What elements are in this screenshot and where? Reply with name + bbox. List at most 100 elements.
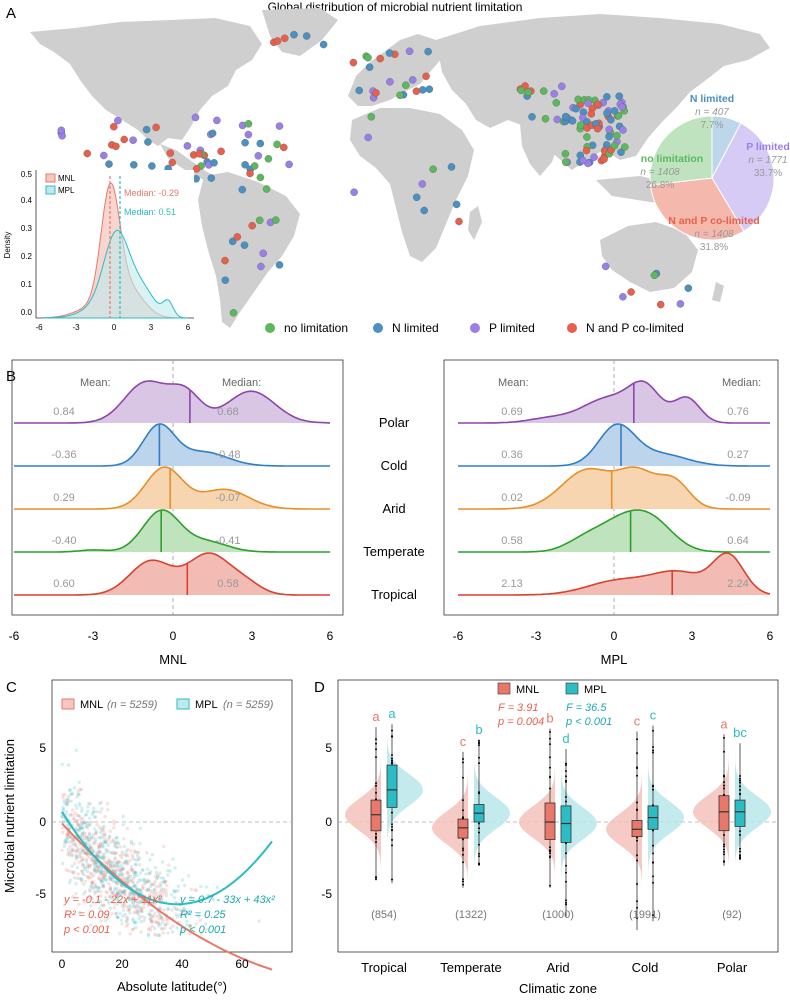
- pie-pct-np-colimited: 31.8%: [700, 242, 728, 253]
- scatter-point: [131, 897, 135, 901]
- map-point: [275, 261, 284, 269]
- scatter-point: [77, 792, 81, 797]
- ridge-line-tropical: [458, 552, 771, 596]
- scatter-point: [61, 826, 65, 830]
- scatter-point: [103, 870, 107, 875]
- scatter-point: [108, 865, 113, 870]
- map-point: [273, 140, 281, 149]
- scatter-point: [118, 845, 123, 849]
- scatter-point: [168, 926, 173, 930]
- map-point: [528, 113, 536, 121]
- scatter-point: [99, 827, 103, 831]
- scatter-point: [63, 793, 67, 797]
- sig-letter-mnl: a: [372, 709, 380, 724]
- scatter-point: [77, 847, 82, 851]
- box-outlier-mnl: [549, 787, 551, 790]
- scatter-point: [74, 882, 78, 886]
- scatter-point: [152, 883, 156, 887]
- map-point: [349, 58, 358, 67]
- scatter-point: [119, 883, 124, 888]
- scatter-point: [126, 922, 130, 926]
- scatter-point: [194, 888, 199, 893]
- scatter-xtick: 0: [59, 957, 66, 971]
- map-point: [241, 138, 249, 147]
- scatter-point: [153, 880, 157, 884]
- box-outlier-mnl: [723, 853, 725, 856]
- box-outlier-mnl: [462, 847, 464, 850]
- scatter-point: [146, 934, 151, 938]
- scatter-point: [97, 865, 101, 870]
- scatter-point: [154, 933, 159, 937]
- scatter-point: [74, 826, 78, 831]
- scatter-point: [150, 882, 154, 886]
- scatter-point: [78, 825, 83, 830]
- scatter-point: [77, 824, 81, 828]
- map-point: [684, 284, 693, 292]
- scatter-point: [99, 919, 104, 923]
- scatter-point: [67, 881, 72, 885]
- scatter-point: [144, 880, 148, 884]
- scatter-point: [79, 822, 83, 827]
- scatter-point: [163, 926, 167, 930]
- scatter-point: [118, 868, 123, 872]
- scatter-point: [111, 891, 115, 895]
- box-outlier-mpl: [739, 785, 741, 788]
- map-title: Global distribution of microbial nutrien…: [268, 0, 523, 14]
- scatter-point: [158, 922, 163, 926]
- scatter-point: [66, 763, 71, 767]
- scatter-point: [85, 869, 90, 874]
- scatter-point: [93, 861, 97, 865]
- scatter-point: [137, 916, 141, 921]
- inset-xtick: 6: [186, 323, 191, 332]
- pie-slice-no-limitation: [649, 115, 713, 186]
- map-point: [385, 49, 394, 57]
- map-point: [207, 174, 216, 182]
- scatter-point: [161, 844, 166, 849]
- violin-legend-mnl-swatch: [497, 682, 511, 695]
- scatter-point: [83, 866, 87, 870]
- scatter-point: [131, 842, 136, 846]
- scatter-point: [179, 913, 183, 917]
- scatter-point: [130, 856, 135, 860]
- scatter-point: [105, 850, 109, 854]
- scatter-point: [65, 798, 69, 802]
- scatter-point: [76, 872, 81, 876]
- scatter-point: [75, 876, 80, 880]
- scatter-point: [128, 898, 132, 902]
- scatter-point: [93, 861, 97, 865]
- scatter-point: [119, 891, 123, 895]
- violin-mnl: [606, 731, 642, 930]
- box-outlier-mnl: [375, 876, 377, 879]
- box-outlier-mpl: [478, 739, 480, 742]
- map-point: [192, 165, 201, 173]
- land-europe: [348, 34, 442, 106]
- scatter-point: [60, 848, 64, 852]
- scatter-point: [76, 789, 80, 793]
- scatter-point: [106, 808, 110, 812]
- map-point: [593, 100, 602, 109]
- map-point: [57, 126, 66, 135]
- pie-slice-np-colimited: [649, 177, 745, 241]
- scatter-point: [95, 889, 99, 893]
- scatter-point: [89, 836, 94, 840]
- scatter-point: [113, 857, 117, 862]
- scatter-legend-mpl-n: (n = 5259): [223, 699, 274, 711]
- scatter-point: [103, 837, 107, 841]
- scatter-point: [135, 880, 140, 885]
- scatter-point: [188, 924, 192, 929]
- scatter-point: [68, 845, 72, 849]
- box-outlier-mnl: [375, 784, 377, 787]
- scatter-point: [106, 860, 110, 864]
- scatter-point: [79, 809, 84, 813]
- box-outlier-mnl: [462, 878, 464, 881]
- scatter-point: [115, 835, 119, 840]
- scatter-point: [133, 870, 137, 874]
- scatter-point: [95, 870, 99, 874]
- scatter-point: [60, 815, 64, 819]
- box-outlier-mnl: [723, 843, 725, 846]
- box-outlier-mpl: [739, 793, 741, 796]
- ridge-mnl-frame: [11, 359, 344, 616]
- scatter-point: [78, 852, 82, 856]
- legend-np-colimited: N and P co-limited: [586, 321, 684, 335]
- map-point: [365, 63, 374, 71]
